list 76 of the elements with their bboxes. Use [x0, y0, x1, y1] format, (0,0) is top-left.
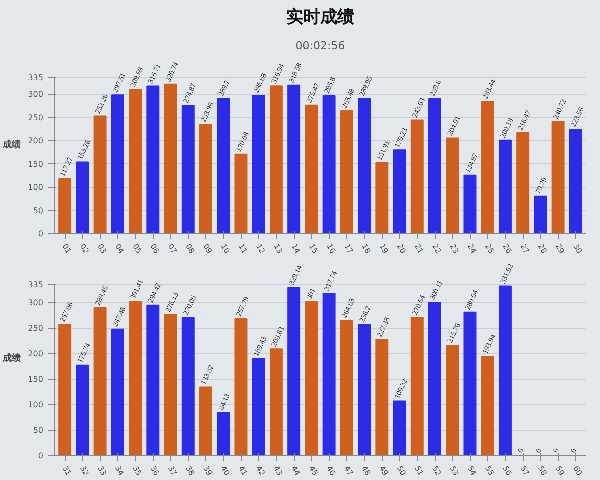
bar — [58, 324, 72, 456]
bar — [182, 105, 195, 234]
y-tick-label: 50 — [33, 206, 44, 216]
y-tick-label: 150 — [28, 160, 44, 169]
bar — [111, 328, 124, 456]
bar — [252, 358, 266, 456]
bar — [146, 304, 160, 456]
bar — [516, 132, 530, 234]
y-tick-label: 50 — [33, 426, 44, 436]
y-axis-title: 成绩 — [2, 353, 22, 364]
bar — [288, 84, 301, 234]
y-tick-label: 250 — [28, 324, 44, 334]
bar — [358, 98, 372, 234]
bar — [111, 94, 124, 234]
bar — [164, 84, 178, 234]
bar — [234, 154, 248, 234]
bar — [76, 364, 90, 456]
bar — [376, 339, 389, 456]
bar — [270, 86, 283, 234]
bar — [76, 162, 90, 234]
bar — [146, 86, 160, 234]
bar — [358, 324, 372, 456]
bar — [217, 98, 230, 234]
y-tick-label: 100 — [28, 400, 44, 410]
bar — [129, 89, 142, 234]
bar — [393, 150, 406, 234]
y-tick-label: 200 — [28, 350, 44, 359]
bar — [200, 386, 212, 456]
bar — [428, 302, 442, 456]
bar — [446, 138, 460, 234]
bar — [252, 95, 266, 234]
chart-subtitle: 00:02:56 — [296, 40, 346, 52]
bar — [410, 317, 424, 456]
bar — [322, 293, 336, 456]
y-tick-label: 100 — [28, 183, 44, 192]
bar — [428, 98, 442, 234]
y-tick-label: 335 — [28, 280, 44, 290]
y-axis-title: 成绩 — [2, 140, 22, 150]
bar — [305, 104, 318, 234]
bar — [464, 174, 477, 234]
bar — [129, 301, 142, 456]
bar — [217, 412, 230, 456]
bar — [58, 178, 72, 234]
bar — [164, 314, 178, 456]
y-tick-label: 0 — [38, 230, 44, 238]
bar — [288, 287, 301, 456]
y-tick-label: 0 — [38, 452, 44, 460]
bar — [94, 307, 107, 456]
bar — [464, 312, 477, 456]
bar — [552, 121, 565, 234]
bar — [534, 196, 548, 234]
bar — [481, 356, 494, 456]
bar — [322, 95, 336, 234]
y-tick-label: 300 — [28, 90, 44, 100]
bar — [498, 286, 512, 456]
bar — [340, 320, 354, 456]
bar — [340, 110, 354, 234]
bar — [481, 101, 494, 234]
bar — [182, 317, 195, 456]
bar — [200, 124, 212, 234]
y-tick-label: 335 — [28, 74, 44, 83]
y-tick-label: 250 — [28, 113, 44, 122]
bar — [94, 116, 107, 234]
bar — [569, 129, 582, 234]
bar — [393, 400, 406, 456]
bar — [234, 318, 248, 456]
bar — [270, 348, 283, 456]
y-tick-label: 300 — [28, 298, 44, 308]
bar — [410, 120, 424, 234]
bar — [376, 162, 389, 234]
y-tick-label: 150 — [28, 375, 44, 384]
bar — [446, 344, 460, 456]
chart-title: 实时成绩 — [286, 8, 354, 28]
bar — [305, 302, 318, 456]
bar — [498, 140, 512, 234]
y-tick-label: 200 — [28, 136, 44, 146]
